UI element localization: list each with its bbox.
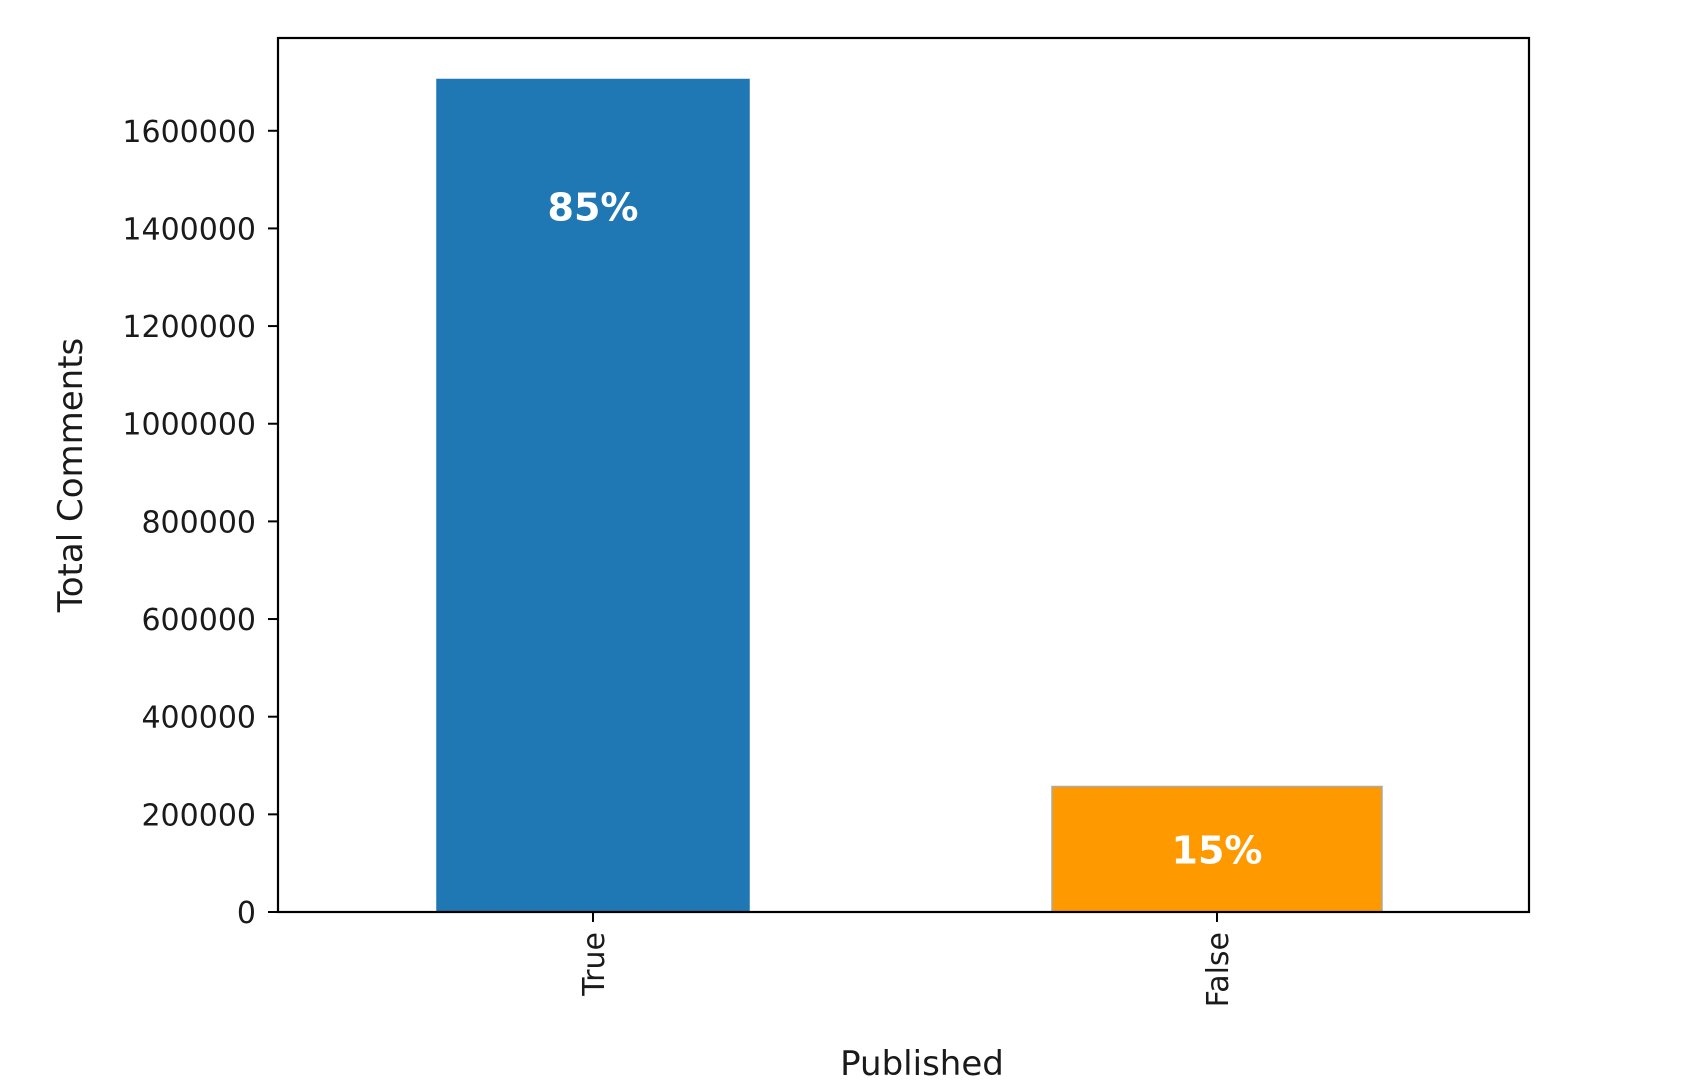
x-tick-label: False bbox=[1201, 932, 1236, 1007]
x-tick-label: True bbox=[577, 932, 612, 997]
data-label-false: 15% bbox=[1172, 829, 1263, 873]
y-tick-label: 1000000 bbox=[122, 408, 256, 443]
y-tick-label: 800000 bbox=[141, 505, 256, 540]
bar-false bbox=[1051, 785, 1383, 913]
data-label-true: 85% bbox=[548, 186, 639, 230]
plot-frame bbox=[276, 36, 1531, 914]
y-tick-label: 400000 bbox=[141, 701, 256, 736]
y-axis-label: Total Comments bbox=[51, 338, 91, 614]
y-tick-label: 200000 bbox=[141, 798, 256, 833]
x-axis-label: Published bbox=[840, 1044, 1004, 1082]
bars: 85% 15% bbox=[436, 78, 1383, 913]
y-axis-ticks: 0 200000 400000 600000 800000 1000000 1200000 1… bbox=[122, 115, 278, 931]
bar-true bbox=[436, 78, 750, 913]
y-tick-label: 1400000 bbox=[122, 212, 256, 247]
y-tick-label: 1200000 bbox=[122, 310, 256, 345]
x-axis-ticks: True False bbox=[577, 912, 1236, 1007]
y-tick-label: 1600000 bbox=[122, 115, 256, 150]
y-tick-label: 600000 bbox=[141, 603, 256, 638]
y-tick-label: 0 bbox=[237, 896, 256, 931]
